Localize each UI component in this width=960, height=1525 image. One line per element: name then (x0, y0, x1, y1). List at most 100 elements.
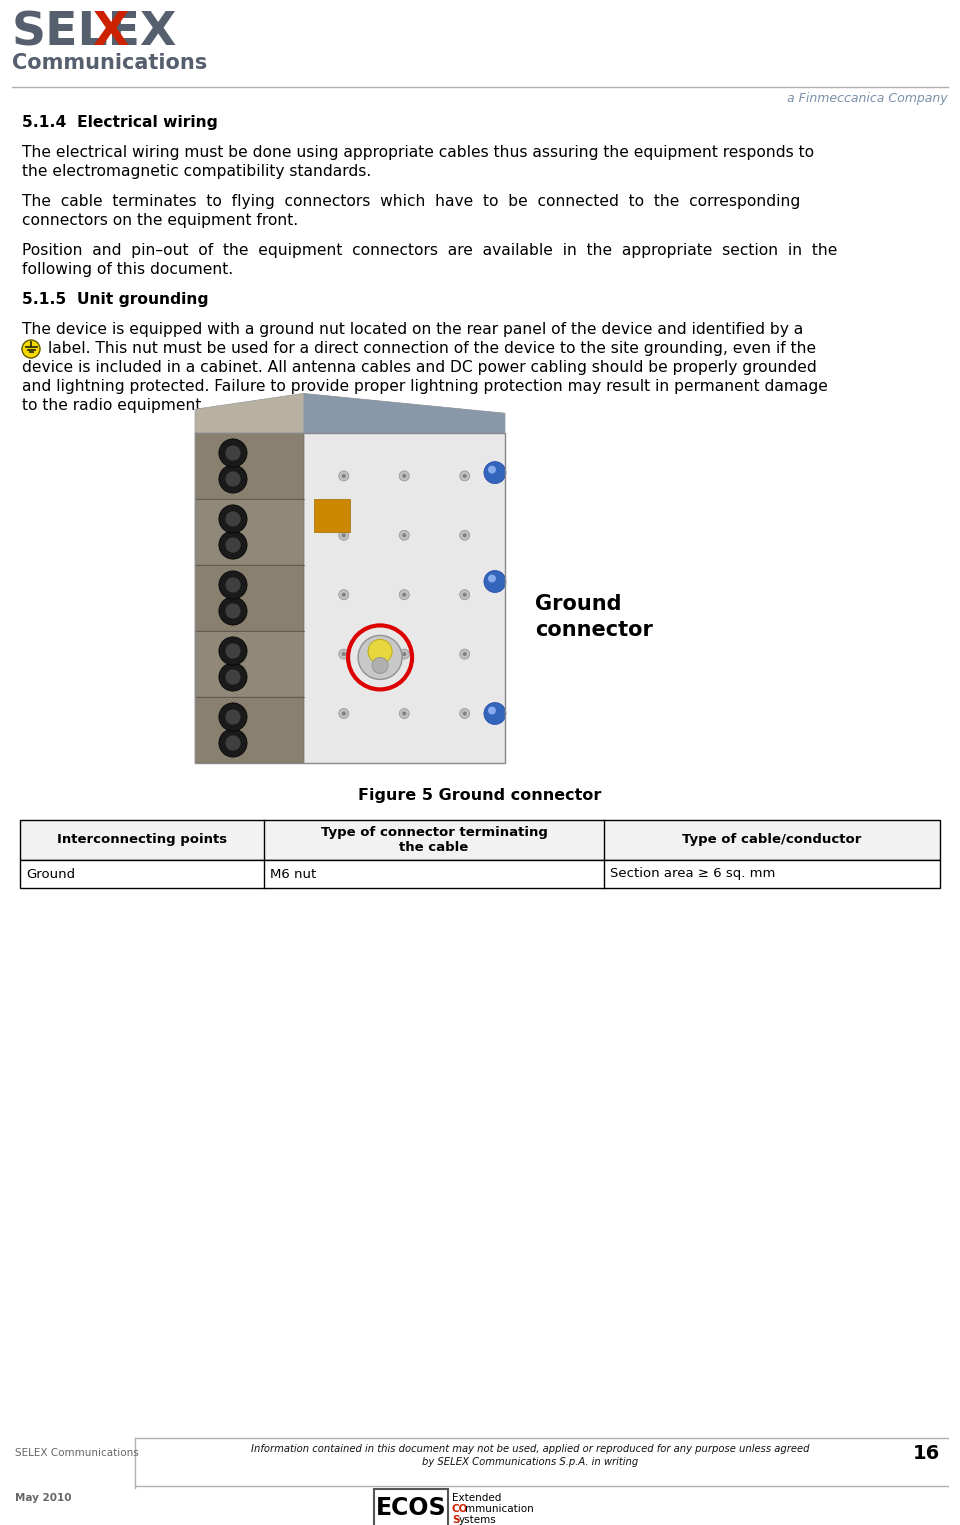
Text: Ground: Ground (26, 868, 75, 880)
Bar (195, 697, 303, 762)
Bar (195, 564, 303, 631)
Circle shape (484, 570, 506, 593)
Text: SELEX Communications: SELEX Communications (15, 1449, 139, 1458)
Circle shape (226, 669, 241, 685)
Text: X: X (92, 11, 129, 55)
Bar (20, 820, 940, 860)
Circle shape (342, 593, 346, 596)
Circle shape (463, 712, 467, 715)
Text: SELEX: SELEX (12, 11, 178, 55)
Circle shape (219, 703, 247, 730)
Circle shape (339, 590, 348, 599)
Circle shape (399, 471, 409, 480)
Circle shape (463, 593, 467, 596)
Circle shape (402, 653, 406, 656)
Circle shape (399, 650, 409, 659)
Circle shape (219, 637, 247, 665)
Circle shape (219, 596, 247, 625)
Text: connectors on the equipment front.: connectors on the equipment front. (22, 214, 299, 229)
Circle shape (358, 636, 402, 680)
Text: mmunication: mmunication (465, 1504, 534, 1514)
Circle shape (460, 650, 469, 659)
Bar (303, 433, 505, 762)
Polygon shape (195, 393, 505, 433)
Circle shape (219, 570, 247, 599)
Text: by SELEX Communications S.p.A. in writing: by SELEX Communications S.p.A. in writin… (421, 1456, 638, 1467)
Text: the electromagnetic compatibility standards.: the electromagnetic compatibility standa… (22, 165, 372, 178)
Text: CO: CO (452, 1504, 468, 1514)
Bar (195, 433, 303, 499)
Circle shape (488, 465, 496, 474)
Text: S: S (452, 1514, 460, 1525)
Circle shape (460, 709, 469, 718)
Bar (314, 499, 349, 532)
Circle shape (402, 593, 406, 596)
Text: 5.1.4  Electrical wiring: 5.1.4 Electrical wiring (22, 114, 218, 130)
Bar (195, 433, 505, 762)
Circle shape (339, 650, 348, 659)
Text: 5.1.5  Unit grounding: 5.1.5 Unit grounding (22, 291, 208, 307)
Text: Type of cable/conductor: Type of cable/conductor (683, 834, 862, 846)
Circle shape (372, 657, 388, 674)
Circle shape (226, 445, 241, 461)
Text: to the radio equipment.: to the radio equipment. (22, 398, 206, 413)
Text: Extended: Extended (452, 1493, 501, 1504)
Bar (195, 631, 303, 697)
Circle shape (484, 703, 506, 724)
Circle shape (342, 474, 346, 477)
Text: Ground: Ground (535, 595, 621, 615)
Circle shape (368, 639, 392, 663)
Circle shape (219, 439, 247, 467)
Circle shape (488, 706, 496, 715)
Text: The  cable  terminates  to  flying  connectors  which  have  to  be  connected  : The cable terminates to flying connector… (22, 194, 801, 209)
Circle shape (219, 505, 247, 534)
Text: and lightning protected. Failure to provide proper lightning protection may resu: and lightning protected. Failure to prov… (22, 380, 828, 393)
Text: ystems: ystems (459, 1514, 496, 1525)
Text: Position  and  pin–out  of  the  equipment  connectors  are  available  in  the : Position and pin–out of the equipment co… (22, 242, 837, 258)
Text: connector: connector (535, 619, 653, 639)
Circle shape (226, 537, 241, 552)
Text: Type of connector terminating
the cable: Type of connector terminating the cable (321, 827, 547, 854)
Circle shape (399, 590, 409, 599)
Circle shape (339, 709, 348, 718)
Text: device is included in a cabinet. All antenna cables and DC power cabling should : device is included in a cabinet. All ant… (22, 360, 817, 375)
Circle shape (219, 465, 247, 493)
Text: Information contained in this document may not be used, applied or reproduced fo: Information contained in this document m… (251, 1444, 809, 1453)
FancyBboxPatch shape (374, 1488, 448, 1525)
Circle shape (226, 644, 241, 659)
Circle shape (342, 534, 346, 537)
Text: The device is equipped with a ground nut located on the rear panel of the device: The device is equipped with a ground nut… (22, 322, 804, 337)
Circle shape (484, 462, 506, 483)
Text: Figure 5 Ground connector: Figure 5 Ground connector (358, 788, 602, 804)
Bar (195, 499, 303, 564)
Text: The electrical wiring must be done using appropriate cables thus assuring the eq: The electrical wiring must be done using… (22, 145, 814, 160)
Circle shape (226, 511, 241, 526)
Circle shape (226, 735, 241, 750)
Circle shape (399, 531, 409, 540)
Circle shape (463, 534, 467, 537)
Circle shape (339, 471, 348, 480)
Circle shape (460, 531, 469, 540)
Circle shape (402, 474, 406, 477)
Circle shape (22, 340, 40, 358)
Polygon shape (303, 393, 505, 433)
Text: a Finmeccanica Company: a Finmeccanica Company (787, 92, 948, 105)
Text: 16: 16 (913, 1444, 940, 1462)
Circle shape (460, 590, 469, 599)
Circle shape (488, 575, 496, 583)
Circle shape (219, 531, 247, 560)
Circle shape (226, 604, 241, 619)
Text: Section area ≥ 6 sq. mm: Section area ≥ 6 sq. mm (611, 868, 776, 880)
Circle shape (226, 709, 241, 724)
Circle shape (402, 534, 406, 537)
Circle shape (399, 709, 409, 718)
Text: Interconnecting points: Interconnecting points (57, 834, 227, 846)
Text: label. This nut must be used for a direct connection of the device to the site g: label. This nut must be used for a direc… (43, 342, 816, 355)
Bar (20, 860, 940, 888)
Text: May 2010: May 2010 (15, 1493, 71, 1504)
Circle shape (219, 729, 247, 756)
Circle shape (463, 653, 467, 656)
Circle shape (402, 712, 406, 715)
Text: M6 nut: M6 nut (270, 868, 316, 880)
Circle shape (226, 471, 241, 486)
